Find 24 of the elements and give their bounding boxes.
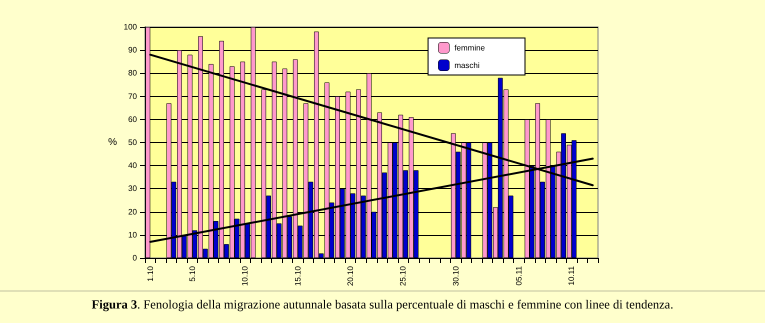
legend-label: femmine — [454, 43, 486, 52]
y-axis-title: % — [108, 137, 118, 148]
x-tick-label: 25.10 — [398, 265, 408, 286]
legend-label: maschi — [454, 60, 480, 70]
x-tick-label: 30.10 — [451, 265, 460, 286]
y-tick-label: 60 — [128, 114, 138, 124]
y-tick-label: 10 — [128, 230, 138, 240]
y-tick-label: 20 — [128, 207, 138, 216]
x-tick-label: 10.10 — [240, 265, 250, 286]
x-tick-label: 5.10 — [188, 265, 197, 282]
x-tick-label: 20.10 — [346, 265, 355, 286]
x-tick-label: 15.10 — [293, 265, 302, 286]
y-tick-label: 90 — [128, 46, 138, 55]
x-tick-label: 10.11 — [567, 265, 576, 286]
y-tick-label: 80 — [128, 68, 138, 78]
y-tick-label: 70 — [128, 92, 138, 101]
x-tick-label: 1.10 — [146, 265, 155, 282]
y-tick-label: 50 — [128, 138, 138, 147]
y-tick-label: 0 — [132, 254, 138, 262]
y-tick-label: 100 — [124, 22, 138, 32]
y-tick-label: 30 — [128, 184, 138, 194]
y-tick-label: 40 — [128, 161, 138, 170]
x-tick-label: 05.11 — [514, 265, 524, 286]
text: Figura 3. Fenologia della migrazione autunnale basata sulla percentuale di maschi e femmine con linee di tendenza. — [92, 298, 674, 312]
